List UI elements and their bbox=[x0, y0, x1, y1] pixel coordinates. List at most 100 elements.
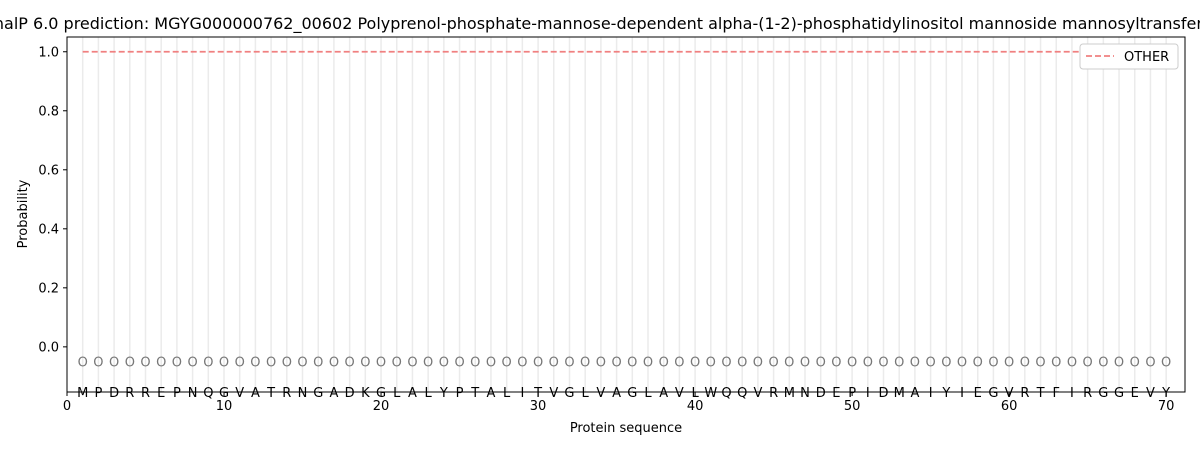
residue-label: D bbox=[345, 386, 355, 401]
residue-label: R bbox=[1083, 386, 1092, 401]
residue-label: R bbox=[1020, 386, 1029, 401]
prediction-label: O bbox=[674, 356, 684, 371]
x-tick-label: 70 bbox=[1158, 399, 1175, 414]
residue-label: M bbox=[77, 386, 88, 401]
prediction-label: O bbox=[973, 356, 983, 371]
prediction-label: O bbox=[407, 356, 417, 371]
prediction-label: O bbox=[1067, 356, 1077, 371]
residue-label: M bbox=[784, 386, 795, 401]
y-tick-label: 1.0 bbox=[38, 45, 59, 60]
residue-label: G bbox=[988, 386, 998, 401]
residue-label: I bbox=[520, 386, 524, 401]
legend-label-other: OTHER bbox=[1124, 50, 1169, 65]
prediction-label: O bbox=[910, 356, 920, 371]
x-tick-label: 60 bbox=[1001, 399, 1018, 414]
prediction-label: O bbox=[737, 356, 747, 371]
prediction-label: O bbox=[1161, 356, 1171, 371]
prediction-label: O bbox=[454, 356, 464, 371]
prediction-label: O bbox=[188, 356, 198, 371]
prediction-label: O bbox=[768, 356, 778, 371]
prediction-label: O bbox=[93, 356, 103, 371]
prediction-label: O bbox=[627, 356, 637, 371]
prediction-label: O bbox=[847, 356, 857, 371]
plot-frame bbox=[66, 36, 1186, 393]
residue-label: L bbox=[503, 386, 511, 401]
prediction-label: O bbox=[596, 356, 606, 371]
prediction-label: O bbox=[360, 356, 370, 371]
prediction-label: O bbox=[470, 356, 480, 371]
prediction-label: O bbox=[345, 356, 355, 371]
x-tick-label: 0 bbox=[63, 399, 71, 414]
prediction-label: O bbox=[329, 356, 339, 371]
residue-label: D bbox=[109, 386, 119, 401]
residue-label: R bbox=[282, 386, 291, 401]
residue-label: V bbox=[753, 386, 762, 401]
residue-label: V bbox=[549, 386, 558, 401]
prediction-label: O bbox=[690, 356, 700, 371]
prediction-label: O bbox=[1098, 356, 1108, 371]
residue-label: Y bbox=[439, 386, 448, 401]
residue-label: R bbox=[125, 386, 134, 401]
residue-label: Y bbox=[941, 386, 950, 401]
prediction-label: O bbox=[297, 356, 307, 371]
prediction-label: O bbox=[988, 356, 998, 371]
residue-label: G bbox=[627, 386, 637, 401]
prediction-label: O bbox=[926, 356, 936, 371]
prediction-label: O bbox=[659, 356, 669, 371]
residue-label: A bbox=[487, 386, 496, 401]
prediction-label: O bbox=[1114, 356, 1124, 371]
prediction-label: O bbox=[140, 356, 150, 371]
residue-label: I bbox=[866, 386, 870, 401]
chart-title: SignalP 6.0 prediction: MGYG000000762_00… bbox=[0, 14, 1200, 34]
prediction-label: O bbox=[831, 356, 841, 371]
prediction-label: O bbox=[125, 356, 135, 371]
prediction-label: O bbox=[611, 356, 621, 371]
residue-label: E bbox=[832, 386, 840, 401]
residue-label: F bbox=[1052, 386, 1059, 401]
prediction-label: O bbox=[78, 356, 88, 371]
residue-label: Q bbox=[721, 386, 731, 401]
prediction-label: O bbox=[800, 356, 810, 371]
residue-label: W bbox=[704, 386, 717, 401]
prediction-label: O bbox=[235, 356, 245, 371]
prediction-label: O bbox=[1020, 356, 1030, 371]
residue-label: R bbox=[769, 386, 778, 401]
residue-label: Q bbox=[203, 386, 213, 401]
residue-label: G bbox=[313, 386, 323, 401]
residue-label: E bbox=[157, 386, 165, 401]
x-tick-label: 20 bbox=[373, 399, 390, 414]
prediction-label: O bbox=[313, 356, 323, 371]
residue-label: T bbox=[1036, 386, 1045, 401]
residue-label: E bbox=[974, 386, 982, 401]
prediction-label: O bbox=[376, 356, 386, 371]
prediction-label: O bbox=[957, 356, 967, 371]
residue-label: I bbox=[960, 386, 964, 401]
residue-label: A bbox=[910, 386, 919, 401]
prediction-label: O bbox=[392, 356, 402, 371]
prediction-label: O bbox=[282, 356, 292, 371]
x-axis-label: Protein sequence bbox=[570, 421, 682, 436]
residue-label: I bbox=[1070, 386, 1074, 401]
prediction-label: O bbox=[250, 356, 260, 371]
residue-label: G bbox=[1114, 386, 1124, 401]
y-tick-label: 0.4 bbox=[38, 222, 59, 237]
prediction-label: O bbox=[1004, 356, 1014, 371]
residue-label: P bbox=[94, 386, 102, 401]
residue-label: A bbox=[329, 386, 338, 401]
prediction-label: O bbox=[439, 356, 449, 371]
prediction-label: O bbox=[533, 356, 543, 371]
residue-label: G bbox=[564, 386, 574, 401]
prediction-label: O bbox=[203, 356, 213, 371]
prediction-label: O bbox=[1083, 356, 1093, 371]
residue-label: A bbox=[251, 386, 260, 401]
prediction-label: O bbox=[1130, 356, 1140, 371]
residue-label: A bbox=[408, 386, 417, 401]
prediction-label: O bbox=[517, 356, 527, 371]
residue-label: Q bbox=[737, 386, 747, 401]
prediction-label: O bbox=[564, 356, 574, 371]
residue-label: A bbox=[659, 386, 668, 401]
residue-label: D bbox=[879, 386, 889, 401]
y-tick-label: 0.6 bbox=[38, 163, 59, 178]
prediction-label: O bbox=[1145, 356, 1155, 371]
